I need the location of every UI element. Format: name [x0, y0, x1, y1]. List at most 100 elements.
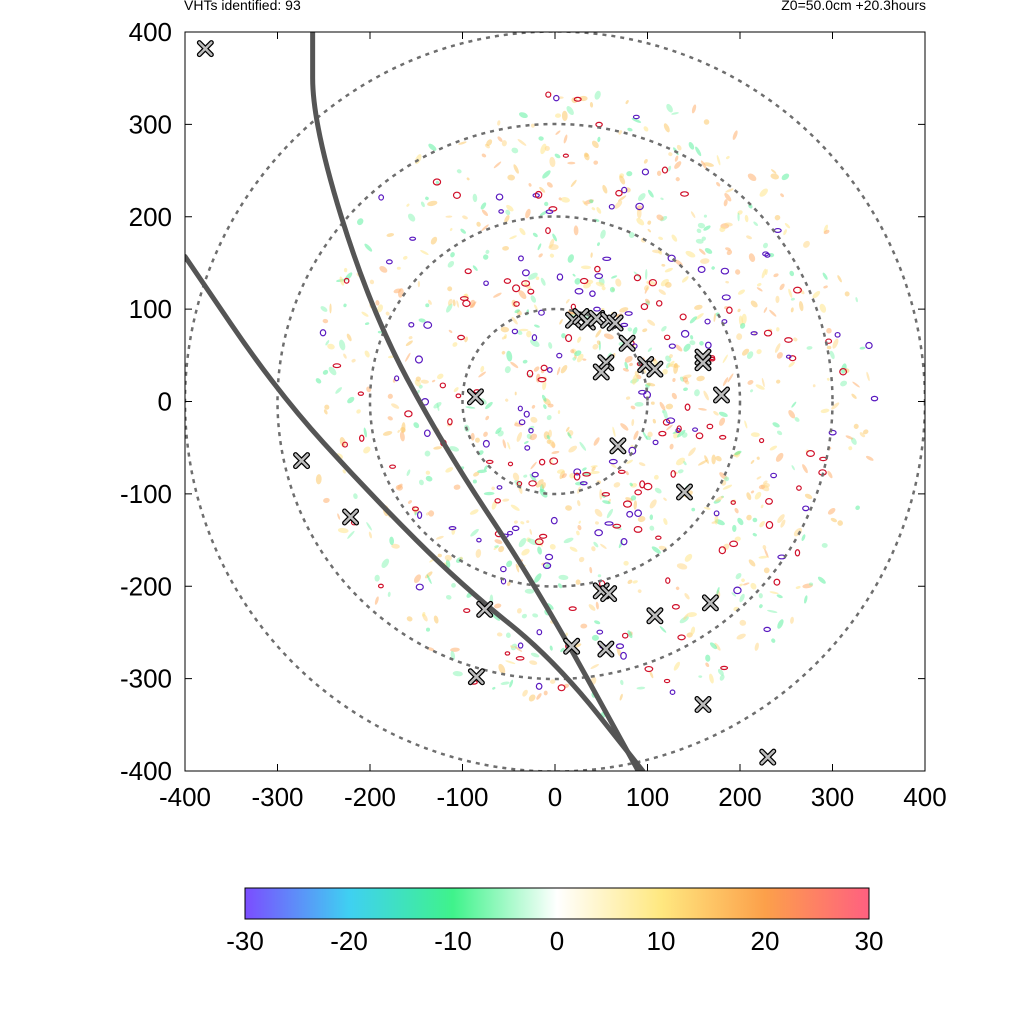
field-speckle — [711, 454, 716, 465]
vht-contour — [537, 376, 547, 383]
field-speckle — [342, 469, 346, 474]
field-speckle — [823, 224, 829, 233]
vht-contour — [538, 309, 545, 316]
field-speckle — [480, 202, 487, 210]
field-speckle — [617, 195, 627, 202]
vht-contour — [568, 606, 577, 612]
field-speckle — [632, 580, 638, 584]
field-speckle — [820, 408, 830, 414]
field-speckle — [546, 435, 551, 440]
vht-contour — [648, 278, 658, 287]
vht-contour — [794, 549, 801, 557]
field-speckle — [837, 520, 843, 526]
vht-contour — [573, 96, 582, 102]
field-speckle — [436, 402, 440, 412]
vht-marker — [600, 585, 618, 603]
colorbar-tick-label: -20 — [330, 926, 368, 956]
field-speckle — [374, 574, 380, 582]
field-speckle — [523, 474, 528, 478]
field-speckle — [528, 183, 532, 187]
field-speckle — [543, 690, 548, 696]
field-speckle — [682, 376, 689, 383]
field-speckle — [732, 524, 737, 532]
field-speckle — [599, 489, 603, 500]
field-speckle — [750, 300, 758, 308]
field-speckle — [746, 351, 754, 359]
field-speckle — [705, 662, 710, 668]
vht-marker — [592, 363, 610, 381]
vht-contour — [806, 450, 815, 458]
field-speckle — [750, 459, 755, 464]
field-speckle — [819, 303, 827, 313]
field-speckle — [426, 627, 431, 632]
y-tick-label: 0 — [158, 387, 172, 417]
vht-contour — [452, 191, 461, 200]
field-speckle — [649, 514, 654, 520]
field-speckle — [546, 414, 552, 421]
field-speckle — [761, 268, 767, 279]
field-speckle — [790, 616, 794, 624]
field-speckle — [565, 298, 570, 304]
vht-contour — [557, 684, 566, 692]
field-speckle — [725, 280, 730, 284]
field-speckle — [696, 375, 705, 382]
vht-contour — [596, 629, 604, 635]
field-speckle — [691, 104, 697, 114]
vht-contour — [621, 186, 628, 194]
vht-contour — [793, 286, 802, 294]
field-speckle — [561, 110, 568, 122]
range-ring — [461, 307, 649, 496]
field-speckle — [776, 430, 783, 436]
vht-contour — [542, 562, 552, 570]
field-speckle — [405, 340, 413, 347]
field-speckle — [584, 153, 589, 158]
field-speckle — [322, 318, 329, 324]
field-speckle — [600, 229, 606, 239]
vht-count-label: VHTs identified: 93 — [184, 0, 301, 13]
vht-contour — [546, 366, 553, 373]
field-speckle — [602, 500, 611, 505]
field-speckle — [320, 306, 328, 312]
vht-contour — [667, 254, 676, 262]
field-speckle — [346, 333, 352, 342]
field-speckle — [445, 595, 452, 600]
field-speckle — [844, 291, 850, 297]
field-speckle — [541, 482, 546, 489]
field-speckle — [762, 242, 768, 249]
field-speckle — [413, 422, 420, 429]
field-speckle — [501, 140, 507, 147]
field-speckle — [714, 642, 721, 651]
vht-contour — [536, 629, 543, 636]
field-speckle — [522, 689, 528, 697]
field-speckle — [631, 418, 635, 426]
field-speckle — [686, 612, 697, 618]
field-speckle — [573, 225, 579, 236]
field-speckle — [391, 543, 400, 549]
vht-contour — [545, 553, 554, 561]
field-speckle — [790, 307, 794, 313]
field-speckle — [643, 159, 648, 164]
y-tick-label: 300 — [129, 109, 172, 139]
vht-contour — [423, 429, 431, 437]
field-speckle — [671, 392, 677, 400]
field-speckle — [647, 220, 652, 225]
field-speckle — [589, 470, 600, 475]
field-speckle — [498, 663, 506, 675]
field-speckle — [425, 470, 431, 475]
field-speckle — [596, 340, 601, 345]
field-speckle — [530, 123, 535, 128]
field-speckle — [565, 632, 568, 637]
vht-contour — [643, 390, 652, 399]
vht-contour — [729, 540, 739, 548]
field-speckle — [591, 207, 596, 211]
field-speckle — [703, 225, 711, 231]
field-speckle — [629, 482, 633, 487]
field-speckle — [722, 543, 730, 551]
field-speckle — [736, 333, 743, 341]
field-speckle — [664, 267, 673, 273]
field-speckle — [537, 546, 542, 555]
field-speckle — [414, 508, 421, 514]
field-speckle — [478, 371, 486, 378]
field-speckle — [683, 387, 688, 392]
field-speckle — [772, 422, 780, 428]
